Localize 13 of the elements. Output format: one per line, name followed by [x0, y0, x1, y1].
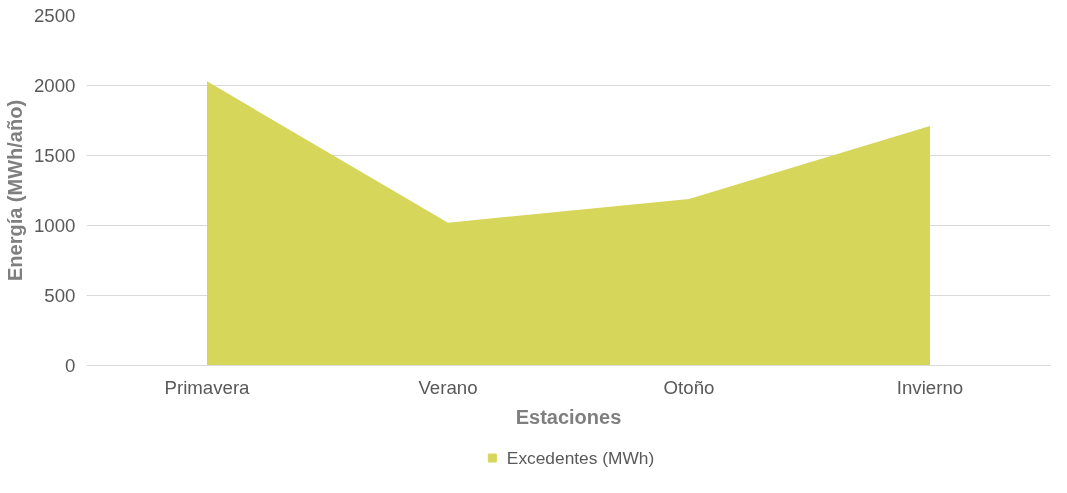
x-tick-label: Verano	[418, 376, 478, 398]
y-tick-label: 2500	[34, 5, 76, 26]
y-tick-label: 1000	[34, 215, 76, 236]
y-axis-title: Energía (MWh/año)	[4, 99, 26, 282]
x-tick-label: Invierno	[896, 376, 964, 398]
y-tick-label: 500	[44, 285, 76, 306]
legend-label: Excedentes (MWh)	[506, 447, 655, 468]
y-tick-label: 0	[65, 355, 76, 376]
x-tick-label: Otoño	[663, 376, 715, 398]
y-tick-label: 2000	[34, 75, 76, 96]
x-tick-label: Primavera	[164, 376, 251, 398]
x-axis-title: Estaciones	[515, 405, 622, 428]
y-tick-label: 1500	[34, 145, 76, 166]
